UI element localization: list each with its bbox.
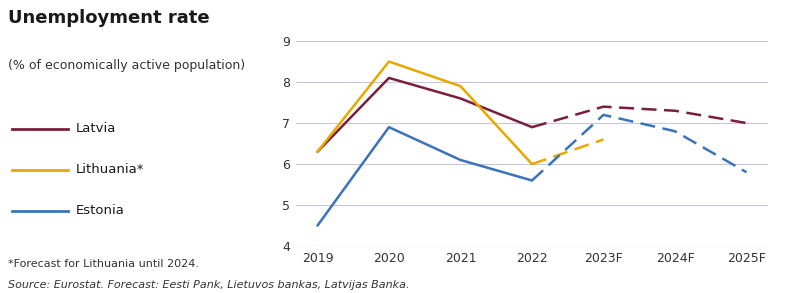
Text: Source: Eurostat. Forecast: Eesti Pank, Lietuvos bankas, Latvijas Banka.: Source: Eurostat. Forecast: Eesti Pank, … [8,280,410,290]
Text: Lithuania*: Lithuania* [76,163,145,176]
Text: Estonia: Estonia [76,205,125,217]
Text: *Forecast for Lithuania until 2024.: *Forecast for Lithuania until 2024. [8,259,199,269]
Text: Unemployment rate: Unemployment rate [8,9,210,27]
Text: Latvia: Latvia [76,122,116,135]
Text: (% of economically active population): (% of economically active population) [8,59,245,71]
